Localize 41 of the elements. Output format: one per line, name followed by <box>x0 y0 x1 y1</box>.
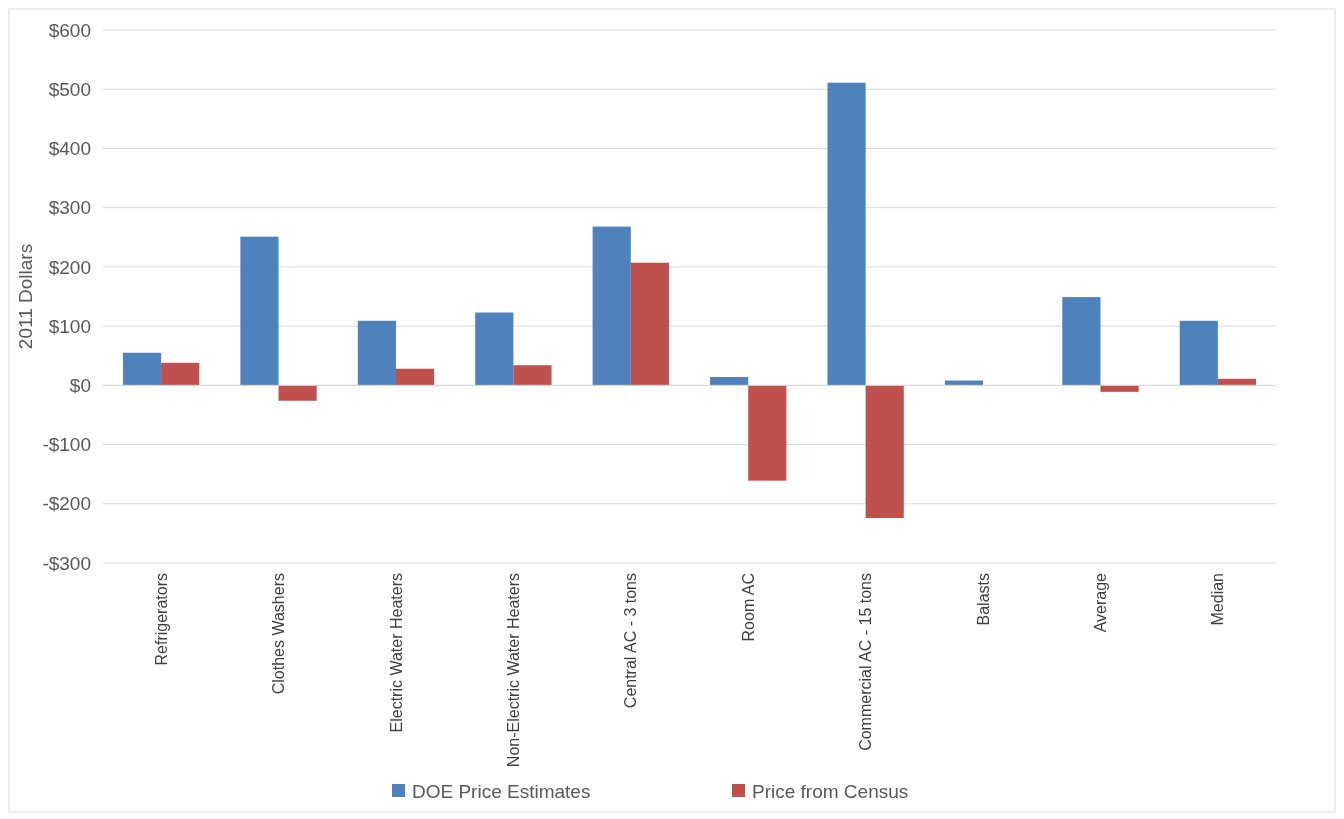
y-tick-label: $0 <box>69 374 91 396</box>
legend-label: Price from Census <box>752 780 909 802</box>
bar <box>475 312 514 386</box>
bar <box>357 320 396 386</box>
x-tick-label: Electric Water Heaters <box>387 573 405 733</box>
bar <box>1062 297 1101 386</box>
x-tick-label: Room AC <box>739 573 757 642</box>
bar <box>122 352 162 386</box>
bar <box>865 385 904 518</box>
y-axis-title: 2011 Dollars <box>15 243 36 350</box>
bar <box>240 236 279 386</box>
y-tick-label: $200 <box>48 256 91 278</box>
x-tick-label: Median <box>1209 573 1227 626</box>
x-tick-label: Non-Electric Water Heaters <box>504 573 522 768</box>
x-tick-label: Balasts <box>974 573 992 626</box>
y-tick-label: $500 <box>48 78 91 100</box>
legend-label: DOE Price Estimates <box>412 780 591 802</box>
bar <box>1100 385 1139 392</box>
bar <box>513 365 552 386</box>
x-tick-label: Average <box>1092 572 1110 633</box>
bar <box>395 368 435 386</box>
bar <box>710 377 749 386</box>
x-tick-label: Central AC - 3 tons <box>622 573 640 709</box>
bar <box>1179 320 1218 386</box>
x-tick-label: Clothes Washers <box>270 573 288 695</box>
y-tick-label: $300 <box>48 197 91 219</box>
bar <box>278 385 317 401</box>
y-tick-label: -$100 <box>42 434 91 456</box>
y-tick-label: $600 <box>48 19 91 41</box>
bar <box>827 82 866 386</box>
bar <box>1217 378 1257 386</box>
y-tick-label: -$300 <box>42 552 91 574</box>
x-tick-label: Commercial AC - 15 tons <box>857 573 875 751</box>
bar <box>592 226 631 386</box>
bar <box>630 262 669 386</box>
y-tick-label: $400 <box>48 138 91 160</box>
x-tick-label: Refrigerators <box>152 573 170 666</box>
bar <box>748 385 787 481</box>
bar <box>161 362 200 386</box>
y-tick-label: $100 <box>48 315 91 337</box>
y-tick-label: -$200 <box>42 493 91 515</box>
